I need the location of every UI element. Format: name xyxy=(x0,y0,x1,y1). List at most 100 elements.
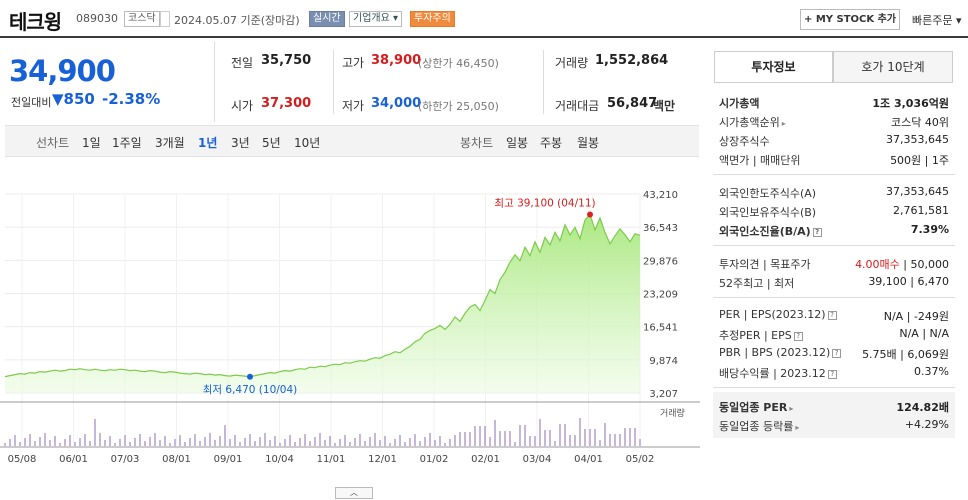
lower-limit: (하한가 25,050) xyxy=(418,100,499,113)
x-tick-label: 06/01 xyxy=(59,454,88,465)
per-value: N/A | -249원 xyxy=(883,310,949,323)
market-cap-value: 1조 3,036억원 xyxy=(872,97,949,110)
target-price-value: 50,000 xyxy=(910,258,950,271)
foreign-ratio-value: 7.39% xyxy=(910,223,949,236)
x-tick-label: 07/03 xyxy=(111,454,140,465)
open-value: 37,300 xyxy=(261,96,312,111)
x-tick-label: 08/01 xyxy=(162,454,191,465)
period-3y[interactable]: 3년 xyxy=(231,136,250,150)
52w-value: 39,100 | 6,470 xyxy=(868,275,949,288)
market-badge: 코스닥 xyxy=(124,11,160,27)
dividend-value: 0.37% xyxy=(914,365,949,378)
period-3m[interactable]: 3개월 xyxy=(155,136,185,150)
sector-per-value: 124.82배 xyxy=(896,401,949,414)
x-tick-label: 03/04 xyxy=(523,454,552,465)
info-icon[interactable]: ? xyxy=(827,369,837,379)
corp-info-dropdown[interactable]: 기업개요 ▾ xyxy=(349,11,402,27)
52w-label: 52주최고 | 최저 xyxy=(719,277,795,290)
tab-orderbook[interactable]: 호가 10단계 xyxy=(833,51,953,83)
price-chart[interactable]: 43,210 36,543 29,876 23,209 16,541 9,874 3,207… xyxy=(0,160,700,500)
x-tick-label: 02/01 xyxy=(471,454,500,465)
y-tick-label: 29,876 xyxy=(643,256,678,267)
max-point-marker xyxy=(587,211,593,218)
realtime-badge[interactable]: 실시간 xyxy=(309,11,345,27)
blank-icon xyxy=(160,11,170,27)
x-tick-label: 12/01 xyxy=(368,454,397,465)
opinion-label: 투자의견 | 목표주가 xyxy=(719,258,811,271)
dividend-label: 배당수익률 | 2023.12? xyxy=(719,365,837,381)
sector-per-label[interactable]: 동일업종 PER ▸ xyxy=(719,401,794,414)
stock-code: 089030 xyxy=(76,12,118,25)
period-1d[interactable]: 1일 xyxy=(82,136,101,150)
divider xyxy=(543,50,544,114)
y-tick-label: 16,541 xyxy=(643,323,678,334)
stock-header xyxy=(0,0,968,38)
pbr-label: PBR | BPS (2023.12)? xyxy=(719,346,842,359)
sector-rate-value: +4.29% xyxy=(904,418,949,431)
cap-rank-label[interactable]: 시가총액순위 ▸ xyxy=(719,116,786,129)
foreign-hold-value: 2,761,581 xyxy=(893,204,949,217)
x-tick-label: 05/02 xyxy=(626,454,655,465)
arrow-right-icon: ▸ xyxy=(781,119,786,128)
y-tick-label: 23,209 xyxy=(643,290,678,301)
x-tick-label: 10/04 xyxy=(265,454,294,465)
change-value: ▼850 xyxy=(52,90,95,108)
par-label: 액면가 | 매매단위 xyxy=(719,154,801,167)
market-cap-label: 시가총액 xyxy=(719,97,760,110)
price-area xyxy=(5,214,640,393)
period-1y[interactable]: 1년 xyxy=(198,136,218,150)
per-label: PER | EPS(2023.12)? xyxy=(719,308,837,321)
info-icon[interactable]: ? xyxy=(793,331,803,341)
info-icon[interactable]: ? xyxy=(832,348,842,358)
cap-rank-value: 코스닥 40위 xyxy=(891,116,949,129)
period-1w[interactable]: 1주일 xyxy=(112,136,142,150)
y-tick-label: 36,543 xyxy=(643,223,678,234)
foreign-limit-label: 외국인한도주식수(A) xyxy=(719,187,817,200)
period-5y[interactable]: 5년 xyxy=(262,136,281,150)
x-tick-label: 05/08 xyxy=(8,454,37,465)
candle-daily[interactable]: 일봉 xyxy=(506,136,529,150)
arrow-right-icon: ▸ xyxy=(795,423,800,432)
fast-order-button[interactable]: 빠른주문 ▾ xyxy=(912,14,962,27)
sector-rate-label[interactable]: 동일업종 등락률 ▸ xyxy=(719,420,800,433)
volume-legend: 거래량 xyxy=(660,407,685,419)
y-tick-label: 43,210 xyxy=(643,190,678,201)
candle-monthly[interactable]: 월봉 xyxy=(577,136,600,150)
candle-weekly[interactable]: 주봉 xyxy=(540,136,563,150)
period-10y[interactable]: 10년 xyxy=(294,136,321,150)
amount-label: 거래대금 xyxy=(555,99,600,113)
foreign-limit-value: 37,353,645 xyxy=(886,185,949,198)
tab-invest-info[interactable]: 투자정보 xyxy=(714,51,833,83)
stock-name: 테크윙 xyxy=(9,10,62,34)
shares-label: 상장주식수 xyxy=(719,135,770,148)
price-line xyxy=(4,213,641,378)
min-point-label: 최저 6,470 (10/04) xyxy=(203,384,298,396)
y-tick-label: 9,874 xyxy=(649,356,678,367)
x-tick-label: 04/01 xyxy=(574,454,603,465)
est-per-label: 추정PER | EPS? xyxy=(719,327,803,343)
line-chart-label: 선차트 xyxy=(36,136,70,150)
info-icon[interactable]: ? xyxy=(827,310,837,320)
arrow-right-icon: ▸ xyxy=(789,404,794,413)
prev-close-label: 전일 xyxy=(231,56,254,70)
amount-unit: 백만 xyxy=(653,99,676,113)
collapse-chart-button[interactable]: ︿ xyxy=(335,487,373,499)
shares-value: 37,353,645 xyxy=(886,133,949,146)
x-tick-label: 09/01 xyxy=(214,454,243,465)
info-icon[interactable]: ? xyxy=(812,227,822,237)
low-label: 저가 xyxy=(342,99,365,113)
prev-close-value: 35,750 xyxy=(261,53,312,68)
x-tick-label: 11/01 xyxy=(317,454,346,465)
par-value: 500원 | 1주 xyxy=(890,154,949,167)
opinion-value: 4.00매수 xyxy=(855,258,900,271)
add-mystock-button[interactable]: + MY STOCK 추가 xyxy=(800,9,900,30)
volume-value: 1,552,864 xyxy=(595,53,669,68)
warning-badge: 투자주의 xyxy=(410,11,455,27)
x-tick-label: 01/02 xyxy=(420,454,449,465)
max-point-label: 최고 39,100 (04/11) xyxy=(494,197,595,209)
change-percent: -2.38% xyxy=(102,90,161,108)
high-value: 38,900 xyxy=(371,53,422,68)
sector-box xyxy=(713,392,955,438)
candle-chart-label: 봉차트 xyxy=(460,136,494,150)
foreign-ratio-label: 외국인소진율(B/A)? xyxy=(719,223,822,239)
